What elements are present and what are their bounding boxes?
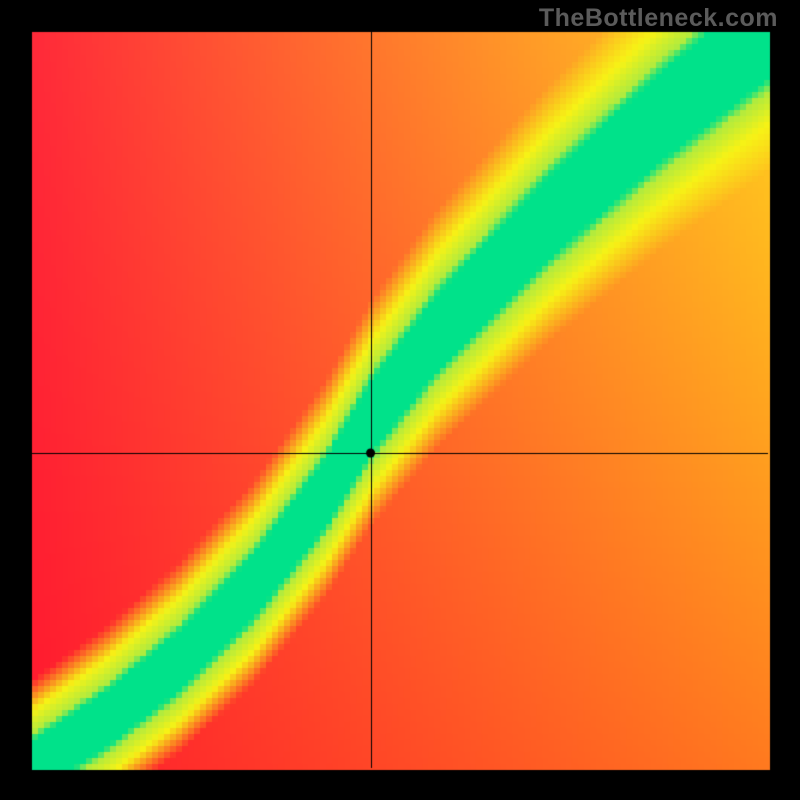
- bottleneck-heatmap: [0, 0, 800, 800]
- watermark-text: TheBottleneck.com: [539, 4, 778, 33]
